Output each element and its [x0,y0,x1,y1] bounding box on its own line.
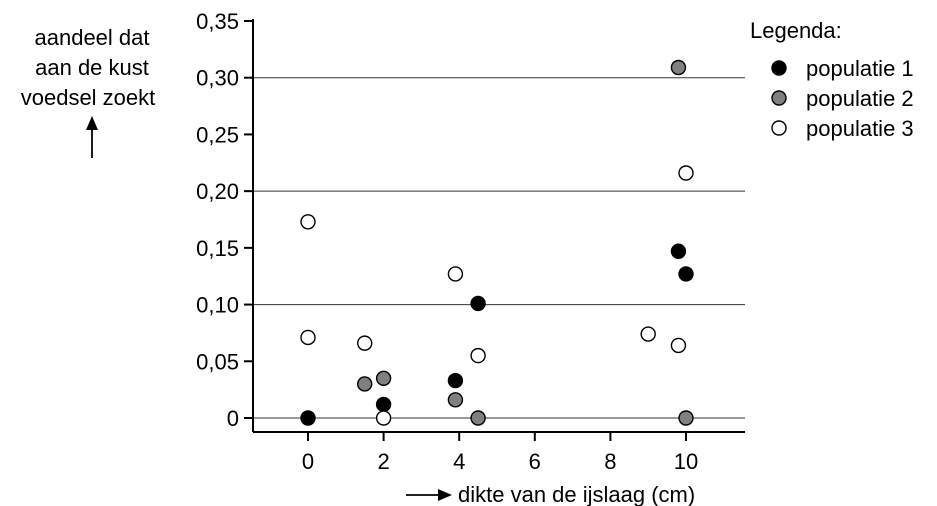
data-point-series-3 [375,410,392,426]
data-point-series-3 [678,165,694,181]
data-point-series-3 [447,266,464,282]
x-tick-label: 4 [453,449,465,474]
data-point-series-3 [300,329,316,346]
data-point-series-2 [375,370,392,386]
data-point-series-2 [447,392,464,408]
arrow-up-icon [86,116,98,158]
data-point-series-1 [678,266,694,282]
arrow-right-icon [406,489,452,501]
x-axis-label: dikte van de ijslaag (cm) [406,482,695,506]
data-point-series-1 [470,295,486,312]
y-axis-label: aandeel dat aan de kust voedsel zoekt [21,25,156,158]
data-point-series-1 [670,243,687,259]
legend-marker-1 [771,60,787,76]
y-tick-label: 0,05 [196,349,239,374]
data-point-series-2 [670,59,687,76]
data-point-series-2 [470,410,486,426]
data-point-series-2 [357,376,373,392]
legend-label-3: populatie 3 [806,116,914,141]
y-axis-label-line-3: voedsel zoekt [21,85,156,110]
legend-title: Legenda: [750,18,842,43]
data-point-series-1 [447,372,464,389]
data-point-series-3 [470,347,486,364]
x-tick-label: 8 [604,449,616,474]
y-tick-label: 0,30 [196,66,239,91]
data-point-series-3 [640,326,656,342]
y-ticks: 0 0,05 0,10 0,15 0,20 0,25 0,30 0,35 [196,9,253,431]
y-axis-label-line-1: aandeel dat [35,25,150,50]
y-tick-label: 0,20 [196,179,239,204]
data-point-series-2 [678,410,694,426]
data-point-series-1 [300,410,316,426]
x-tick-label: 10 [674,449,698,474]
data-points [300,59,694,426]
y-tick-label: 0 [227,406,239,431]
y-tick-label: 0,15 [196,236,239,261]
x-tick-label: 0 [302,449,314,474]
legend-label-1: populatie 1 [806,56,914,81]
data-point-series-3 [300,214,316,230]
axes [252,19,745,433]
legend-label-2: populatie 2 [806,86,914,111]
x-ticks: 0 2 4 6 8 10 [302,432,698,474]
x-tick-label: 2 [377,449,389,474]
y-tick-label: 0,35 [196,9,239,34]
y-tick-label: 0,25 [196,122,239,147]
data-point-series-3 [357,335,373,351]
data-point-series-1 [375,396,392,413]
legend-marker-2 [771,90,787,106]
x-tick-label: 6 [529,449,541,474]
data-point-series-3 [670,337,687,354]
y-axis-label-line-2: aan de kust [35,55,149,80]
legend-marker-3 [771,120,787,136]
x-axis-label-text: dikte van de ijslaag (cm) [458,482,695,506]
grid-lines [253,77,745,419]
legend: Legenda: populatie 1 populatie 2 populatie… [750,18,914,141]
y-tick-label: 0,10 [196,293,239,318]
